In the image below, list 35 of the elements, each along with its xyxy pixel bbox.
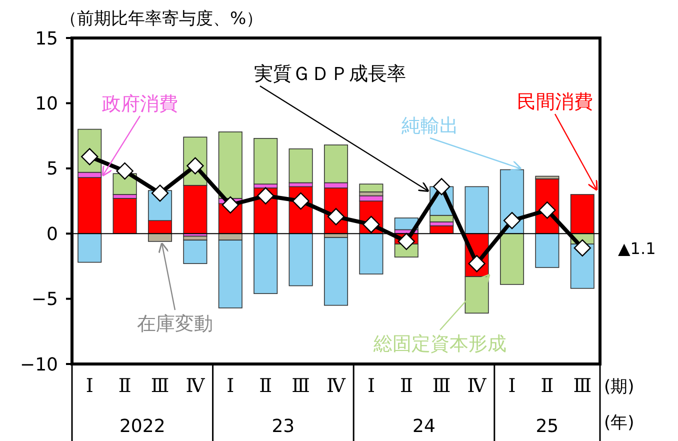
x-tick-label: Ⅱ <box>540 375 554 397</box>
x-tick-label: Ⅳ <box>186 375 206 397</box>
x-tick-label: Ⅲ <box>292 375 310 397</box>
text: 23 <box>272 416 295 437</box>
series-label: 総固定資本形成 <box>372 333 506 355</box>
x-tick-label: Ⅰ <box>86 375 94 397</box>
x-tick-label: Ⅲ <box>432 375 451 397</box>
x-tick-label: Ⅲ <box>150 375 170 397</box>
y-tick-label: 0 <box>46 224 58 245</box>
x-tick-label: Ⅲ <box>573 375 592 397</box>
text: (年) <box>604 413 634 433</box>
text: 在庫変動 <box>137 313 213 335</box>
x-tick-label: Ⅱ <box>400 375 413 397</box>
x-tick-label: Ⅰ <box>508 375 516 397</box>
text: 25 <box>536 416 559 437</box>
y-axis-title: （前期比年率寄与度、%） <box>60 9 264 29</box>
text: 2022 <box>119 416 166 437</box>
text: ▲1.1 <box>618 238 656 258</box>
x-tick-label: Ⅰ <box>367 375 375 397</box>
x-tick-label: Ⅱ <box>259 375 272 397</box>
y-tick-label: −10 <box>20 354 58 376</box>
y-tick-label: 10 <box>35 94 58 114</box>
text: 純輸出 <box>402 115 458 137</box>
x-tick-label: Ⅳ <box>467 375 488 397</box>
x-tick-label: Ⅱ <box>118 375 132 397</box>
text: 実質ＧＤＰ成長率 <box>254 63 406 85</box>
y-tick-label: 5 <box>46 158 58 180</box>
x-tick-label: Ⅳ <box>326 375 347 397</box>
y-tick-label: 15 <box>35 28 58 50</box>
x-tick-label: Ⅰ <box>226 375 234 397</box>
text: 24 <box>412 416 436 437</box>
text: (期) <box>604 377 634 397</box>
text: 民間消費 <box>517 91 593 113</box>
text: 政府消費 <box>102 93 178 115</box>
y-tick-label: −5 <box>31 289 58 310</box>
